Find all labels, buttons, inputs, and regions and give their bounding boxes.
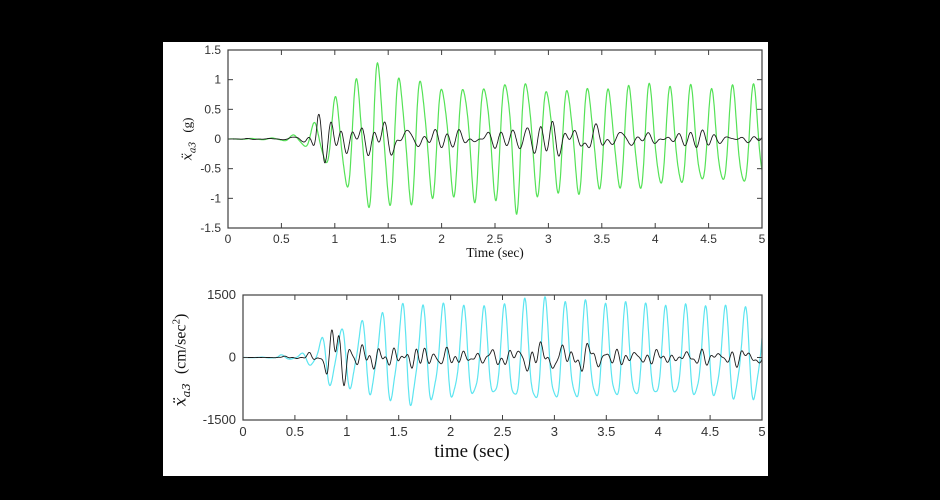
tick-label: 5 [759, 232, 766, 246]
tick-label: 0.5 [273, 232, 290, 246]
tick-label: 3 [545, 232, 552, 246]
y-variable-symbol: ẍa3 [180, 141, 199, 161]
tick-label: 1 [214, 73, 221, 87]
tick-label: 4.5 [700, 232, 717, 246]
matlab-figure: 0 0.5 1 1.5 2 2.5 3 3.5 4 4.5 5 1.5 1 0.5 0 -0.5 -1 -1.5 0… [163, 42, 768, 476]
bottom-series-uncontrolled-acceleration-cms2 [243, 296, 762, 407]
tick-label: -1.5 [200, 221, 221, 235]
tick-label: 4.5 [701, 424, 719, 439]
y-unit-g: (g) [179, 117, 195, 133]
plots-canvas: 0 0.5 1 1.5 2 2.5 3 3.5 4 4.5 51.510.50-0.5-1-1.50… [200, 43, 766, 439]
tick-label: 0 [229, 350, 236, 365]
tick-label: 3.5 [593, 232, 610, 246]
bottom-plot-y-axis-label: ẍa3 (cm/sec2) [171, 314, 194, 407]
tick-label: 1.5 [204, 43, 221, 57]
tick-label: 4 [652, 232, 659, 246]
tick-label: 2.5 [487, 232, 504, 246]
tick-label: 3 [551, 424, 558, 439]
tick-label: 0.5 [286, 424, 304, 439]
tick-label: 0 [214, 132, 221, 146]
tick-label: 0.5 [204, 102, 221, 116]
tick-label: 1.5 [380, 232, 397, 246]
y-unit-cms2: (cm/sec2) [170, 313, 191, 375]
tick-label: 4 [655, 424, 662, 439]
tick-label: 2 [438, 232, 445, 246]
tick-label: 1.5 [390, 424, 408, 439]
tick-label: 1500 [207, 287, 236, 302]
tick-label: 0 [225, 232, 232, 246]
tick-label: -0.5 [200, 162, 221, 176]
top-plot: 0 0.5 1 1.5 2 2.5 3 3.5 4 4.5 5 1.5 1 0.5 0 -0.5 -1 -1.5 [200, 43, 765, 246]
y-variable-symbol: ẍa3 [171, 383, 194, 407]
bottom-plot-x-axis-label: time (sec) [434, 441, 510, 462]
tick-label: -1500 [203, 412, 236, 427]
tick-label: 5 [758, 424, 765, 439]
tick-label: 1 [343, 424, 350, 439]
top-plot-y-axis-label: ẍa3 (g) [180, 117, 199, 160]
tick-label: 3.5 [597, 424, 615, 439]
tick-label: -1 [210, 191, 221, 205]
top-series-controlled-acceleration-g [228, 113, 762, 164]
tick-label: 2 [447, 424, 454, 439]
tick-label: 0 [239, 424, 246, 439]
top-plot-x-axis-label: Time (sec) [466, 245, 524, 260]
tick-label: 2.5 [493, 424, 511, 439]
tick-label: 1 [331, 232, 338, 246]
bottom-series-controlled-acceleration-cms2 [243, 329, 762, 387]
